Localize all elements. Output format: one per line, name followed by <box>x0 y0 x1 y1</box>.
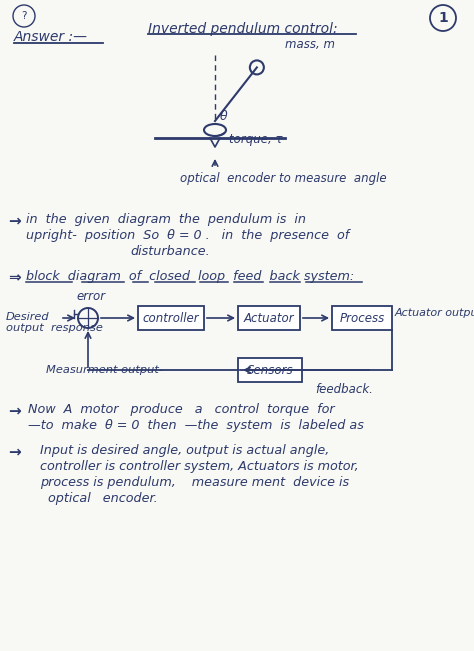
Text: Actuator: Actuator <box>244 311 294 324</box>
Text: in  the  given  diagram  the  pendulum is  in: in the given diagram the pendulum is in <box>26 213 306 226</box>
Text: Inverted pendulum control:: Inverted pendulum control: <box>148 22 337 36</box>
Text: feedback.: feedback. <box>315 383 373 396</box>
Text: 1: 1 <box>438 11 448 25</box>
Text: Actuator output: Actuator output <box>395 308 474 318</box>
Text: Answer :—: Answer :— <box>14 30 88 44</box>
Text: Process: Process <box>339 311 384 324</box>
Text: Sensors: Sensors <box>246 363 293 376</box>
Text: disturbance.: disturbance. <box>130 245 210 258</box>
Text: controller: controller <box>143 311 199 324</box>
Text: →: → <box>8 444 21 459</box>
Text: ?: ? <box>21 11 27 21</box>
Text: Measurment output-: Measurment output- <box>46 365 163 375</box>
Text: optical  encoder to measure  angle: optical encoder to measure angle <box>180 172 387 185</box>
Text: Now  A  motor   produce   a   control  torque  for: Now A motor produce a control torque for <box>28 403 335 416</box>
Text: process is pendulum,    measure ment  device is: process is pendulum, measure ment device… <box>40 476 349 489</box>
Text: optical   encoder.: optical encoder. <box>40 492 158 505</box>
FancyBboxPatch shape <box>138 306 204 330</box>
Text: —to  make  θ = 0  then  —the  system  is  labeled as: —to make θ = 0 then —the system is label… <box>28 419 364 432</box>
Text: ⇒: ⇒ <box>8 270 21 285</box>
Text: output  response: output response <box>6 323 103 333</box>
Text: θ: θ <box>220 110 228 123</box>
Text: mass, m: mass, m <box>285 38 335 51</box>
Text: →: → <box>8 213 21 228</box>
Text: →: → <box>8 403 21 418</box>
Text: torque, τ: torque, τ <box>229 133 283 146</box>
Text: Input is desired angle, output is actual angle,: Input is desired angle, output is actual… <box>40 444 329 457</box>
FancyBboxPatch shape <box>332 306 392 330</box>
FancyBboxPatch shape <box>238 306 300 330</box>
Text: error: error <box>76 290 105 303</box>
FancyBboxPatch shape <box>238 358 302 382</box>
Text: Desired: Desired <box>6 312 50 322</box>
Text: controller is controller system, Actuators is motor,: controller is controller system, Actuato… <box>40 460 359 473</box>
Text: block  diagram  of  closed  loop  feed  back system:: block diagram of closed loop feed back s… <box>26 270 354 283</box>
Text: upright-  position  So  θ = 0 .   in  the  presence  of: upright- position So θ = 0 . in the pres… <box>26 229 349 242</box>
